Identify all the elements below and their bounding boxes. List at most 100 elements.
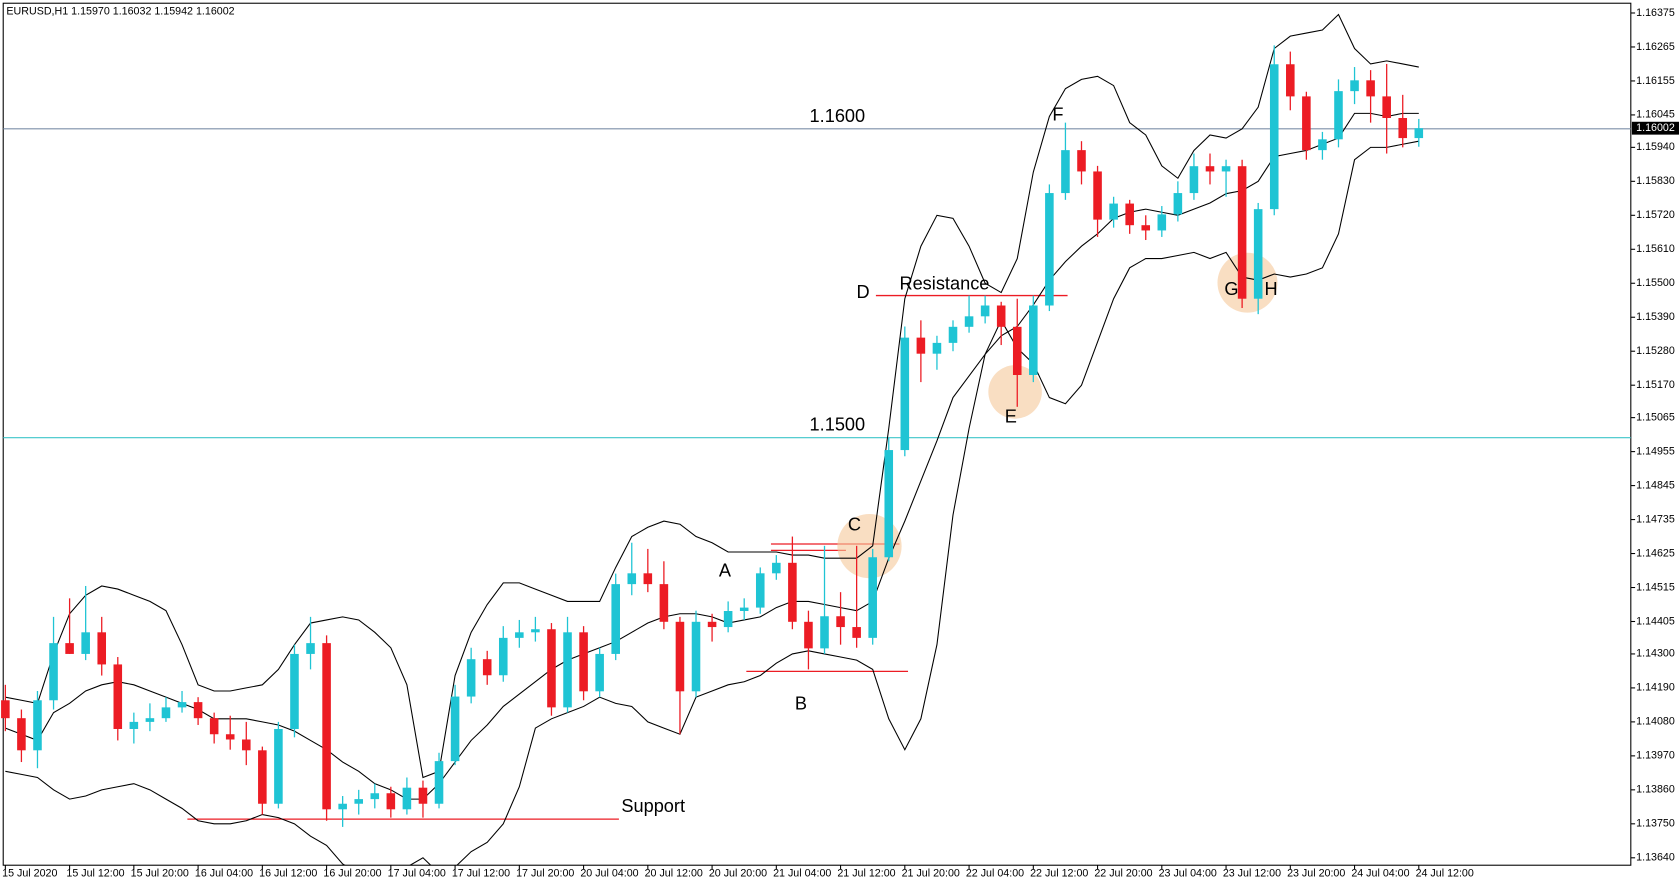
x-tick-label: 20 Jul 20:00 [709, 868, 767, 880]
candle-body [675, 621, 685, 692]
candle-body [1398, 118, 1408, 139]
x-tick-label: 20 Jul 12:00 [645, 868, 703, 880]
candle-body [852, 627, 861, 638]
y-tick-label: 1.16045 [1636, 109, 1675, 121]
y-tick-label: 1.14405 [1636, 615, 1675, 627]
x-tick-label: 24 Jul 04:00 [1351, 868, 1409, 880]
candle-body [563, 632, 572, 708]
candle-body [241, 739, 251, 751]
candle-body [177, 702, 187, 708]
candle-body [884, 450, 894, 558]
y-tick-label: 1.13750 [1636, 818, 1675, 830]
x-tick-label: 21 Jul 04:00 [773, 868, 831, 880]
candle-body [900, 337, 910, 451]
candle-body [1205, 166, 1215, 172]
candle-body [1366, 80, 1375, 97]
candle-body [17, 718, 26, 751]
candle-body [113, 664, 123, 729]
candle-body [1093, 171, 1102, 220]
annotation: G [1224, 279, 1238, 299]
x-tick-label: 16 Jul 20:00 [323, 868, 381, 880]
candle-body [531, 629, 540, 633]
x-tick-label: 15 Jul 2020 [2, 868, 57, 880]
y-tick-label: 1.15940 [1636, 141, 1675, 153]
candle-body [515, 632, 524, 638]
candle-body [659, 584, 669, 622]
candle-body [290, 653, 299, 729]
candle-body [258, 750, 267, 804]
highlight [988, 365, 1042, 419]
y-tick-label: 1.15500 [1636, 277, 1675, 289]
candles [1, 45, 1424, 827]
candle-body [1141, 225, 1151, 231]
candle-body [1061, 150, 1070, 194]
annotation: H [1264, 279, 1277, 299]
x-tick-label: 16 Jul 04:00 [195, 868, 253, 880]
y-tick-label: 1.15065 [1636, 411, 1675, 423]
y-tick-label: 1.16265 [1636, 41, 1675, 53]
candle-body [402, 787, 412, 810]
candle-body [788, 562, 797, 622]
x-tick-label: 17 Jul 12:00 [452, 868, 510, 880]
candle-body [964, 316, 974, 327]
candle-body [1012, 326, 1022, 376]
candle-body [338, 803, 347, 810]
y-tick-label: 1.14080 [1636, 716, 1675, 728]
candle-body [418, 787, 428, 804]
chart-title: EURUSD,H1 1.15970 1.16032 1.15942 1.1600… [6, 6, 234, 18]
y-tick-label: 1.16155 [1636, 75, 1675, 87]
candle-body [772, 562, 781, 574]
candle-body [643, 573, 653, 585]
y-tick-label: 1.15830 [1636, 175, 1675, 187]
candle-body [1350, 80, 1359, 92]
y-tick-label: 1.14515 [1636, 581, 1675, 593]
candle-body [1302, 96, 1311, 151]
x-tick-label: 16 Jul 12:00 [259, 868, 317, 880]
level-lines: 1.1600 1.1500 [3, 106, 1631, 439]
y-tick-label: 1.14625 [1636, 547, 1675, 559]
y-tick-label: 1.14845 [1636, 479, 1675, 491]
annotation: F [1052, 104, 1063, 124]
candle-body [707, 621, 717, 628]
candle-body [547, 629, 556, 708]
candle-body [611, 584, 620, 654]
annotation: Support [621, 796, 685, 816]
annotation: C [848, 515, 861, 535]
x-tick-label: 22 Jul 12:00 [1030, 868, 1088, 880]
candle-body [1157, 214, 1167, 231]
candle-body [595, 653, 604, 692]
candle-body [1269, 64, 1279, 210]
x-tick-label: 15 Jul 12:00 [66, 868, 124, 880]
candle-body [1173, 193, 1183, 215]
x-tick-label: 23 Jul 20:00 [1287, 868, 1345, 880]
annotation: D [856, 282, 869, 302]
x-tick-label: 22 Jul 04:00 [966, 868, 1024, 880]
level-label: 1.1600 [810, 106, 866, 126]
candle-body [482, 659, 492, 676]
candle-body [948, 326, 958, 343]
annotation: B [795, 693, 807, 713]
x-tick-label: 24 Jul 12:00 [1416, 868, 1474, 880]
candle-body [1077, 150, 1086, 172]
candle-body [804, 621, 813, 649]
candle-body [209, 718, 219, 735]
candle-body [755, 573, 765, 608]
candle-body [322, 643, 331, 810]
candle-body [161, 707, 171, 719]
candle-body [33, 700, 42, 751]
candle-body [916, 337, 926, 354]
x-tick-label: 15 Jul 20:00 [131, 868, 189, 880]
drawn-lines [187, 252, 1278, 820]
candle-body [370, 793, 380, 800]
candle-body [225, 734, 235, 740]
x-axis: 15 Jul 2020 15 Jul 12:00 15 Jul 20:00 16 Ju… [2, 865, 1474, 880]
annotation: E [1005, 406, 1017, 426]
candle-body [739, 607, 749, 611]
candle-body [1318, 139, 1327, 151]
candle-body [145, 718, 155, 722]
candle-body [836, 616, 845, 628]
candle-body [306, 643, 315, 654]
candle-body [97, 632, 107, 665]
y-tick-label: 1.15610 [1636, 243, 1675, 255]
